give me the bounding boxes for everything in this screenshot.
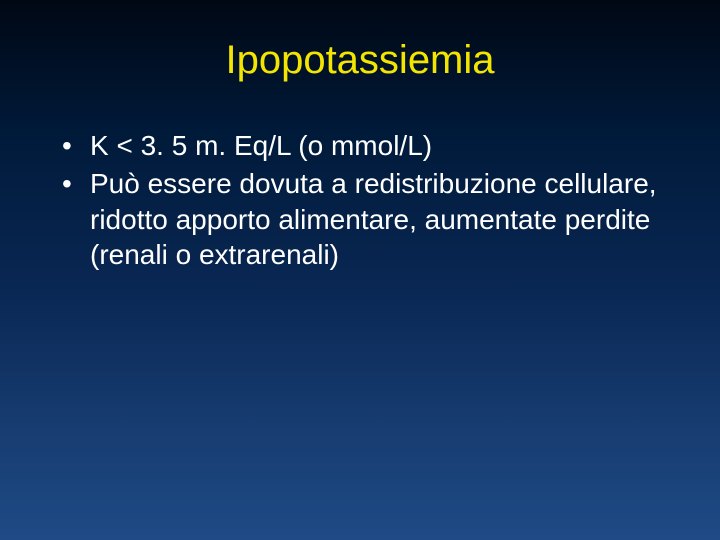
bullet-icon: • (60, 128, 90, 164)
list-item: • K < 3. 5 m. Eq/L (o mmol/L) (60, 128, 660, 164)
slide-title: Ipopotassiemia (0, 38, 720, 83)
bullet-text: K < 3. 5 m. Eq/L (o mmol/L) (90, 128, 660, 164)
bullet-icon: • (60, 166, 90, 202)
list-item: • Può essere dovuta a redistribuzione ce… (60, 166, 660, 273)
slide-content: • K < 3. 5 m. Eq/L (o mmol/L) • Può esse… (60, 128, 660, 275)
bullet-text: Può essere dovuta a redistribuzione cell… (90, 166, 660, 273)
